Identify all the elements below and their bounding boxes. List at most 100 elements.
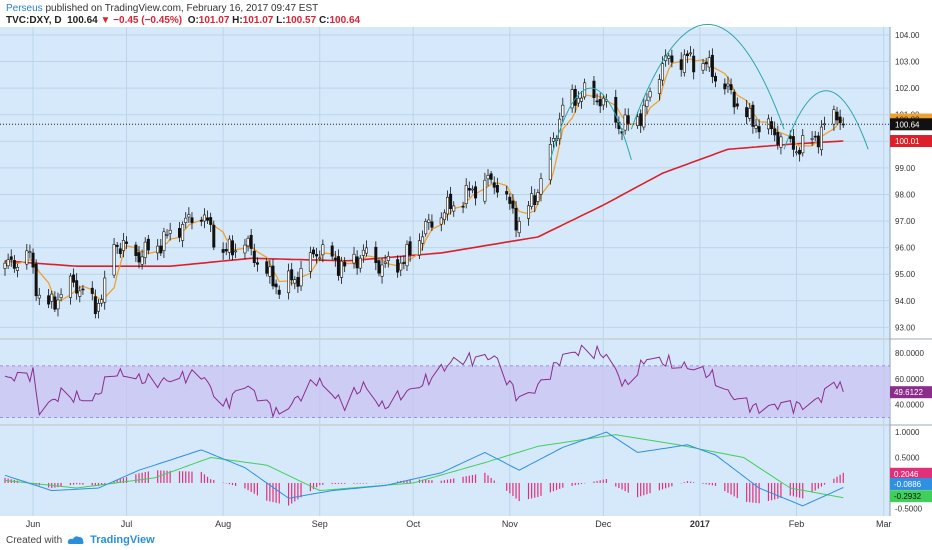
candle-body: [819, 126, 823, 151]
candle-body: [723, 83, 727, 90]
candle-body: [405, 244, 409, 267]
candle-body: [75, 280, 79, 294]
candle-body: [252, 250, 256, 263]
macd-signal-line: [4, 434, 844, 499]
candle-body: [452, 205, 456, 212]
candle-body: [321, 244, 325, 256]
last-price-tag: 100.64: [895, 120, 920, 129]
open-label: O:: [187, 15, 199, 26]
candle-body: [352, 253, 356, 264]
macd-line: [4, 431, 844, 507]
candle-body: [483, 179, 487, 202]
candle-body: [308, 252, 312, 272]
candle-body: [312, 249, 316, 255]
candle-body: [679, 59, 683, 70]
candle-body: [505, 191, 509, 195]
x-tick-label: Nov: [502, 519, 519, 529]
ma-slow-line: [4, 140, 844, 267]
macd-signal-value-tag: -0.2932: [894, 492, 922, 501]
candle-body: [355, 256, 359, 269]
published-text: published on TradingView.com, February 1…: [45, 3, 319, 14]
candle-body: [358, 257, 362, 269]
candle-body: [732, 91, 736, 108]
candle-body: [754, 125, 758, 129]
tradingview-brand[interactable]: TradingView: [90, 534, 155, 546]
candle-body: [614, 96, 618, 123]
candle-body: [47, 295, 51, 305]
candle-body: [178, 228, 182, 238]
candle-body: [495, 184, 499, 193]
candle-body: [579, 97, 583, 102]
candle-body: [626, 115, 630, 124]
ma-slow-price-tag: 100.01: [895, 137, 920, 146]
candle-body: [486, 175, 490, 180]
candle-body: [489, 173, 493, 180]
macd-tick-label: 1.0000: [895, 428, 920, 437]
candle-body: [143, 241, 147, 258]
candle-body: [735, 103, 739, 107]
candle-body: [209, 217, 213, 225]
candle-body: [230, 240, 234, 256]
candle-body: [601, 97, 605, 106]
candle-body: [318, 257, 322, 260]
candle-body: [474, 186, 478, 199]
candle-body: [776, 132, 780, 145]
candle-body: [470, 188, 474, 191]
candle-body: [692, 55, 696, 73]
candle-body: [576, 97, 580, 104]
rsi-value-tag: 49.6122: [894, 388, 923, 397]
pattern-arc: [549, 87, 632, 161]
candle-body: [206, 217, 210, 221]
candle-body: [31, 252, 35, 268]
candle-body: [243, 244, 247, 254]
symbol-label[interactable]: TVC:DXY, D: [6, 15, 62, 26]
candle-body: [374, 246, 378, 264]
macd-tick-label: 0.5000: [895, 454, 920, 463]
candle-body: [689, 52, 693, 55]
candle-body: [402, 262, 406, 264]
candle-body: [112, 244, 116, 276]
candle-body: [9, 256, 13, 260]
macd-tick-label: -0.5000: [895, 504, 923, 513]
candle-body: [25, 250, 29, 265]
candle-body: [361, 249, 365, 256]
candle-body: [364, 247, 368, 254]
ma-fast-line: [4, 58, 844, 302]
candle-body: [667, 55, 671, 59]
candle-body: [558, 118, 562, 140]
candle-body: [221, 249, 225, 253]
candle-body: [757, 126, 761, 133]
candle-body: [234, 250, 238, 253]
price-tick-label: 97.00: [895, 217, 916, 226]
candle-body: [134, 244, 138, 256]
price-pane: [0, 27, 890, 338]
macd-signal-value-tag-bg: [890, 490, 932, 503]
price-tick-label: 95.00: [895, 270, 916, 279]
candle-body: [168, 229, 172, 234]
candle-body: [424, 221, 428, 235]
ohlc-line: TVC:DXY, D 100.64 ▼ −0.45 (−0.45%) O:101…: [6, 15, 360, 26]
candle-body: [377, 260, 381, 274]
candle-body: [661, 63, 665, 81]
candle-body: [704, 62, 708, 65]
candle-body: [657, 79, 661, 94]
candle-body: [255, 262, 259, 265]
author-link[interactable]: Perseus: [6, 3, 43, 14]
candle-body: [100, 299, 104, 304]
price-tick-label: 104.00: [895, 31, 920, 40]
candle-body: [78, 290, 82, 297]
candle-body: [745, 107, 749, 118]
candle-body: [268, 266, 272, 277]
candle-body: [795, 151, 799, 154]
footer: Created with TradingView: [6, 534, 155, 546]
candle-body: [427, 219, 431, 223]
created-with-text: Created with: [6, 534, 63, 546]
candle-body: [56, 299, 60, 310]
rsi-value-tag-bg: [890, 386, 932, 399]
candle-body: [813, 135, 817, 138]
candle-body: [726, 83, 730, 87]
price-tick-label: 99.00: [895, 164, 916, 173]
candle-body: [639, 113, 643, 126]
candle-body: [3, 262, 7, 269]
